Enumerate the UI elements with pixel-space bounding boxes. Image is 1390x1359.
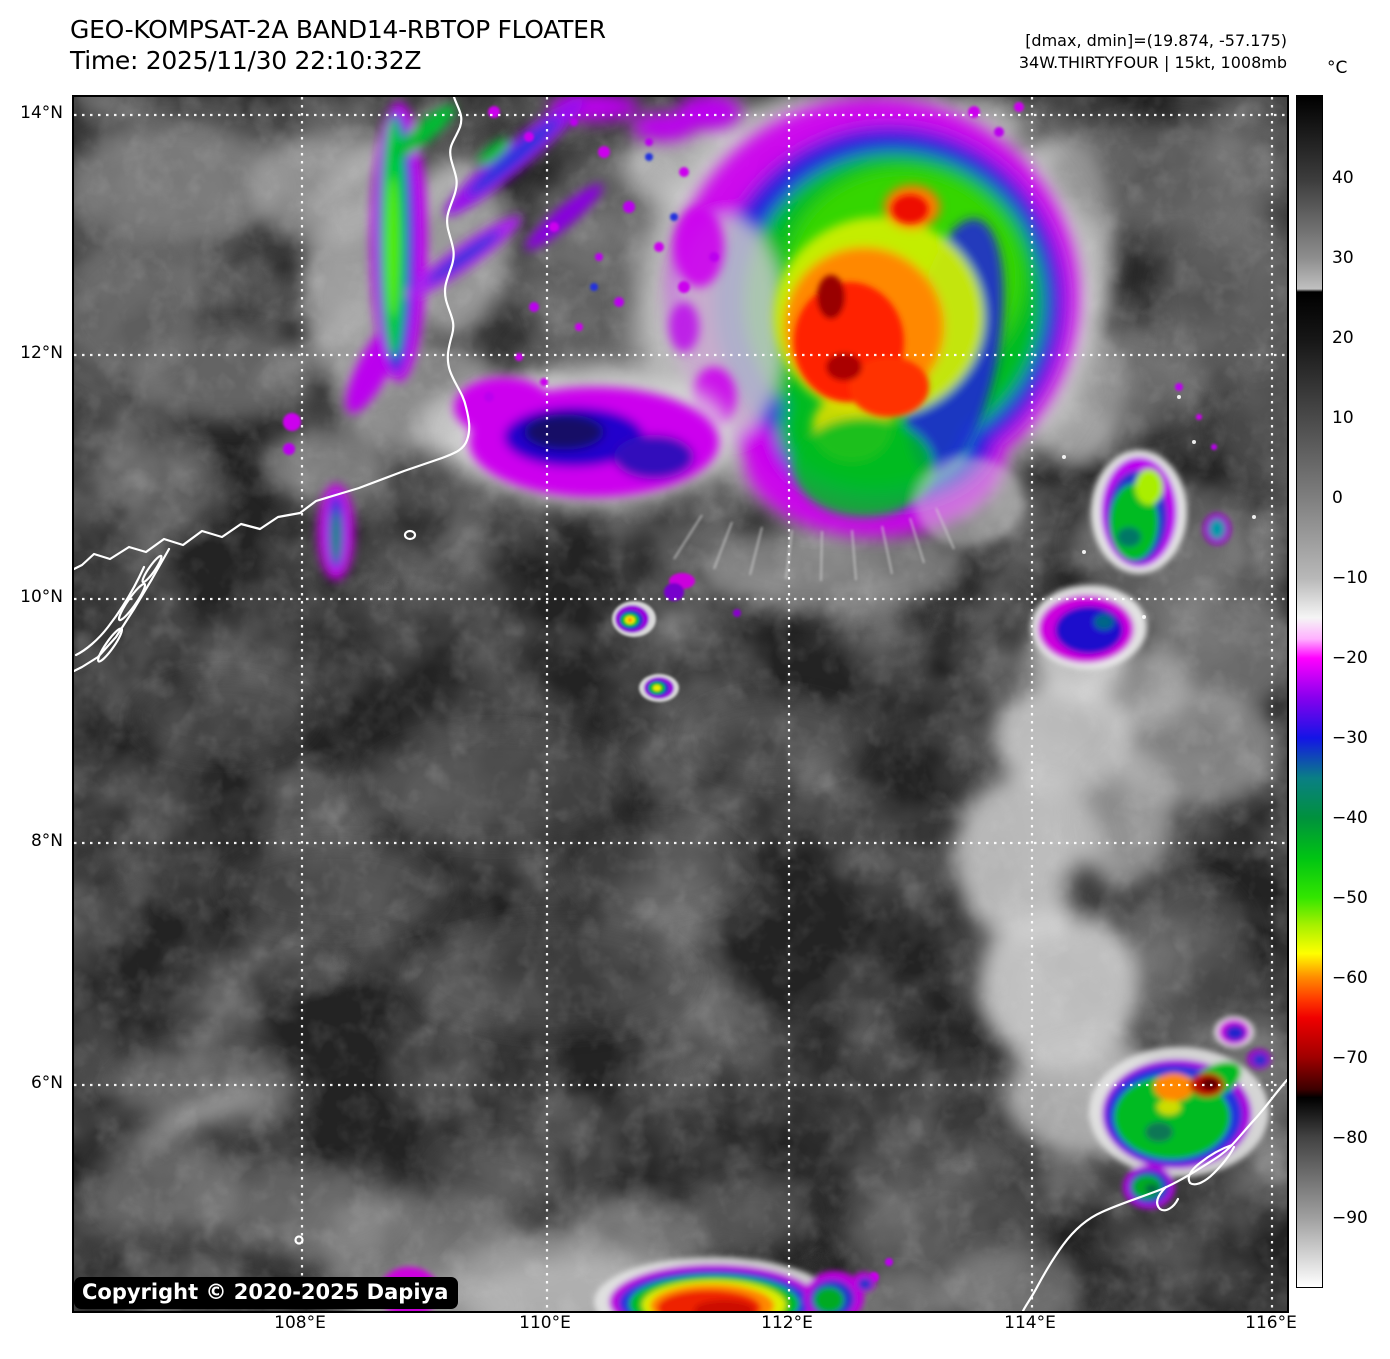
title-block: GEO-KOMPSAT-2A BAND14-RBTOP FLOATER Time…: [70, 14, 606, 76]
storm-cluster-bottom: [379, 1257, 876, 1311]
colorbar-tick-label: 20: [1332, 328, 1354, 348]
colorbar-tick-label: −70: [1332, 1048, 1368, 1068]
colorbar-tick-label: −50: [1332, 888, 1368, 908]
lat-tick-label: 6°N: [30, 1073, 63, 1093]
colorbar-tick-label: −10: [1332, 568, 1368, 588]
small-cells-center: [612, 573, 741, 702]
colorbar-unit-label: °C: [1327, 58, 1348, 78]
small-cells-east: [1031, 450, 1271, 1069]
lon-tick-label: 116°E: [1245, 1313, 1297, 1333]
lat-tick-label: 14°N: [20, 103, 63, 123]
lat-tick-label: 10°N: [20, 587, 63, 607]
copyright-watermark: Copyright © 2020-2025 Dapiya: [74, 1277, 459, 1309]
colorbar-tick-label: −90: [1332, 1208, 1368, 1228]
lon-tick-label: 112°E: [761, 1313, 813, 1333]
colorbar-tick-label: −20: [1332, 648, 1368, 668]
colorbar-tick-label: 40: [1332, 168, 1354, 188]
storm-main-cell: [549, 97, 1094, 547]
latitude-axis: 14°N 12°N 10°N 8°N 6°N: [0, 0, 66, 1359]
graticule-gridlines: [74, 97, 1287, 1311]
colorbar-tick-labels: 40 30 20 10 0 −10 −20 −30 −40 −50 −60 −70 −80 −90: [1332, 95, 1388, 1288]
colorbar-tick-label: −80: [1332, 1128, 1368, 1148]
page-title: GEO-KOMPSAT-2A BAND14-RBTOP FLOATER: [70, 15, 606, 44]
colorbar-tick-label: 10: [1332, 408, 1354, 428]
longitude-axis: 108°E 110°E 112°E 114°E 116°E: [0, 1313, 1390, 1341]
lat-tick-label: 12°N: [20, 343, 63, 363]
lon-tick-label: 110°E: [519, 1313, 571, 1333]
colorbar-tick-label: −30: [1332, 728, 1368, 748]
satellite-map: [72, 95, 1289, 1313]
lon-tick-label: 108°E: [274, 1313, 326, 1333]
coastline: [74, 97, 1287, 1311]
lat-tick-label: 8°N: [30, 831, 63, 851]
storm-streak-northwest: [345, 98, 603, 414]
storm-band-midleft: [318, 367, 734, 580]
colorbar-tick-label: 30: [1332, 248, 1354, 268]
colorbar-tick-label: −40: [1332, 808, 1368, 828]
bright-pixel-specks: [1062, 395, 1256, 619]
satellite-image: [74, 97, 1287, 1311]
dmax-dmin-label: [dmax, dmin]=(19.874, -57.175): [1025, 31, 1287, 50]
timestamp-label: Time: 2025/11/30 22:10:32Z: [70, 46, 422, 75]
meta-block: [dmax, dmin]=(19.874, -57.175) 34W.THIRT…: [1019, 30, 1287, 73]
colorbar-tick-label: 0: [1332, 488, 1343, 508]
colorbar-tick-label: −60: [1332, 968, 1368, 988]
storm-info-label: 34W.THIRTYFOUR | 15kt, 1008mb: [1018, 52, 1287, 72]
temperature-colorbar: [1296, 95, 1323, 1288]
lon-tick-label: 114°E: [1004, 1313, 1056, 1333]
storm-cluster-southeast: [1089, 1047, 1269, 1209]
